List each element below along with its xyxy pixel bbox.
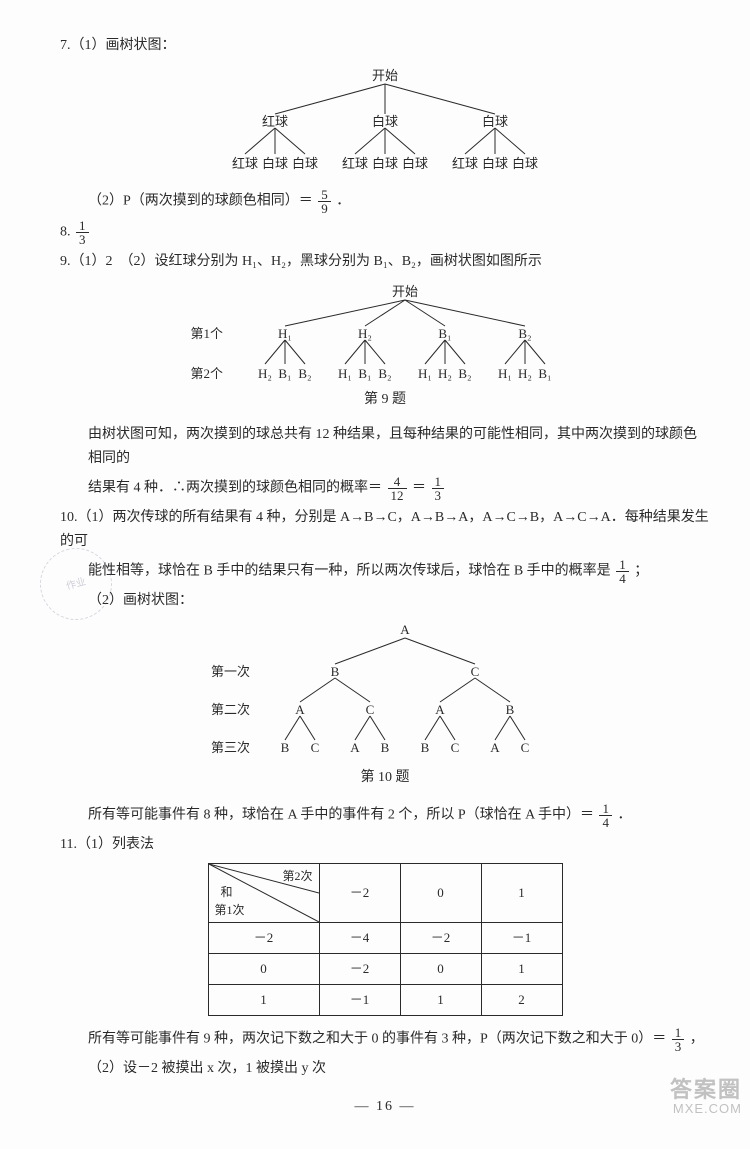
svg-text:C: C — [311, 740, 320, 755]
q10-line1b: 能性相等，球恰在 B 手中的结果只有一种，所以两次传球后，球恰在 B 手中的概率… — [60, 558, 710, 585]
svg-text:B: B — [421, 740, 430, 755]
svg-text:第1个: 第1个 — [190, 326, 223, 341]
q9-para-a: 由树状图可知，两次摸到的球总共有 12 种结果，且每种结果的可能性相同，其中两次… — [60, 423, 710, 471]
fraction: 14 — [599, 802, 612, 829]
svg-text:B: B — [281, 740, 290, 755]
q7-p2-text: （2）P（两次摸到的球颜色相同）＝ — [88, 194, 313, 209]
svg-text:H₁: H₁ — [278, 326, 292, 341]
svg-text:红球: 红球 — [342, 156, 368, 171]
svg-text:B₂: B₂ — [298, 366, 311, 381]
q11-line2: （2）设－2 被摸出 x 次，1 被摸出 y 次 — [60, 1057, 710, 1081]
q11-table: 第2次 和 第1次 －2 0 1 －2 －4 －2 －1 0 －2 0 1 1 … — [208, 863, 563, 1016]
svg-text:第一次: 第一次 — [211, 664, 250, 679]
q11-head: 11.（1）列表法 — [60, 833, 710, 857]
table-row: 0 －2 0 1 — [208, 954, 562, 985]
q7-head: 7.（1）画树状图： — [60, 34, 710, 58]
svg-text:B₂: B₂ — [458, 366, 471, 381]
fraction: 412 — [388, 475, 407, 502]
q10-line2: （2）画树状图： — [60, 589, 710, 613]
svg-text:白球: 白球 — [482, 156, 508, 171]
fraction: 59 — [318, 188, 331, 215]
svg-text:A: A — [350, 740, 360, 755]
q10-tree-svg: A 第一次 第二次 第三次 B C A C A B B C A B B C A C — [195, 620, 575, 770]
page-number: — 16 — — [60, 1095, 710, 1119]
svg-text:B₁: B₁ — [278, 366, 291, 381]
svg-text:第二次: 第二次 — [211, 702, 250, 717]
q9-tree-svg: 开始 第1个 第2个 H₁ H₂ B₁ B₂ H₂ B₁ B₂ H₁ B₁ B₂ H₁ H… — [175, 282, 595, 392]
svg-text:白球: 白球 — [512, 156, 538, 171]
svg-text:C: C — [366, 702, 375, 717]
svg-text:白球: 白球 — [372, 114, 398, 129]
q10-caption: 第 10 题 — [60, 766, 710, 790]
svg-text:红球: 红球 — [262, 114, 288, 129]
q7-tree: 开始 红球 白球 白球 红球白球白球 红球白球白球 红球白球白球 — [60, 66, 710, 176]
svg-text:H₂: H₂ — [518, 366, 532, 381]
svg-text:白球: 白球 — [402, 156, 428, 171]
svg-text:A: A — [400, 622, 410, 637]
table-diag-header: 第2次 和 第1次 — [208, 863, 319, 922]
q7-p2: （2）P（两次摸到的球颜色相同）＝ 59 ． — [60, 188, 710, 215]
svg-text:H₁: H₁ — [338, 366, 352, 381]
svg-text:C: C — [471, 664, 480, 679]
q8: 8. 13 — [60, 219, 710, 246]
fraction: 14 — [616, 558, 629, 585]
svg-text:第三次: 第三次 — [211, 740, 250, 755]
svg-text:H₁: H₁ — [498, 366, 512, 381]
q7-tree-svg: 开始 红球 白球 白球 红球白球白球 红球白球白球 红球白球白球 — [205, 66, 565, 176]
svg-text:B₂: B₂ — [378, 366, 391, 381]
svg-text:B: B — [381, 740, 390, 755]
table-row: 1 －1 1 2 — [208, 985, 562, 1016]
svg-text:B: B — [506, 702, 515, 717]
svg-text:C: C — [451, 740, 460, 755]
svg-text:B₁: B₁ — [358, 366, 371, 381]
svg-text:开始: 开始 — [372, 68, 398, 83]
svg-text:白球: 白球 — [292, 156, 318, 171]
q9-head: 9.（1）2 （2）设红球分别为 H₁、H₂，黑球分别为 B₁、B₂，画树状图如… — [60, 250, 710, 274]
svg-text:C: C — [521, 740, 530, 755]
q11-concl: 所有等可能事件有 9 种，两次记下数之和大于 0 的事件有 3 种，P（两次记下… — [60, 1026, 710, 1053]
svg-text:A: A — [295, 702, 305, 717]
svg-text:B: B — [331, 664, 340, 679]
q10-tree: A 第一次 第二次 第三次 B C A C A B B C A B B C A C 第 10 … — [60, 620, 710, 790]
q10-concl: 所有等可能事件有 8 种，球恰在 A 手中的事件有 2 个，所以 P（球恰在 A… — [60, 802, 710, 829]
table-col-header: 0 — [400, 863, 481, 922]
svg-text:B₂: B₂ — [518, 326, 531, 341]
svg-text:H₂: H₂ — [438, 366, 452, 381]
svg-text:白球: 白球 — [262, 156, 288, 171]
svg-text:A: A — [490, 740, 500, 755]
svg-text:H₁: H₁ — [418, 366, 432, 381]
q9-caption: 第 9 题 — [60, 388, 710, 412]
fraction: 13 — [76, 219, 89, 246]
svg-text:白球: 白球 — [482, 114, 508, 129]
svg-text:B₁: B₁ — [538, 366, 551, 381]
svg-text:开始: 开始 — [392, 284, 418, 299]
svg-text:H₂: H₂ — [258, 366, 272, 381]
svg-text:白球: 白球 — [372, 156, 398, 171]
table-col-header: －2 — [319, 863, 400, 922]
svg-text:H₂: H₂ — [358, 326, 372, 341]
svg-text:B₁: B₁ — [438, 326, 451, 341]
table-col-header: 1 — [481, 863, 562, 922]
svg-text:红球: 红球 — [452, 156, 478, 171]
q9-tree: 开始 第1个 第2个 H₁ H₂ B₁ B₂ H₂ B₁ B₂ H₁ B₁ B₂ H₁ H… — [60, 282, 710, 412]
q10-line1a: 10.（1）两次传球的所有结果有 4 种，分别是 A→B→C，A→B→A，A→C… — [60, 506, 710, 554]
fraction: 13 — [432, 475, 445, 502]
fraction: 13 — [672, 1026, 685, 1053]
svg-text:红球: 红球 — [232, 156, 258, 171]
table-row: －2 －4 －2 －1 — [208, 922, 562, 953]
svg-text:第2个: 第2个 — [190, 366, 223, 381]
svg-text:A: A — [435, 702, 445, 717]
q9-para-b: 结果有 4 种．∴两次摸到的球颜色相同的概率＝ 412 ＝ 13 — [60, 475, 710, 502]
